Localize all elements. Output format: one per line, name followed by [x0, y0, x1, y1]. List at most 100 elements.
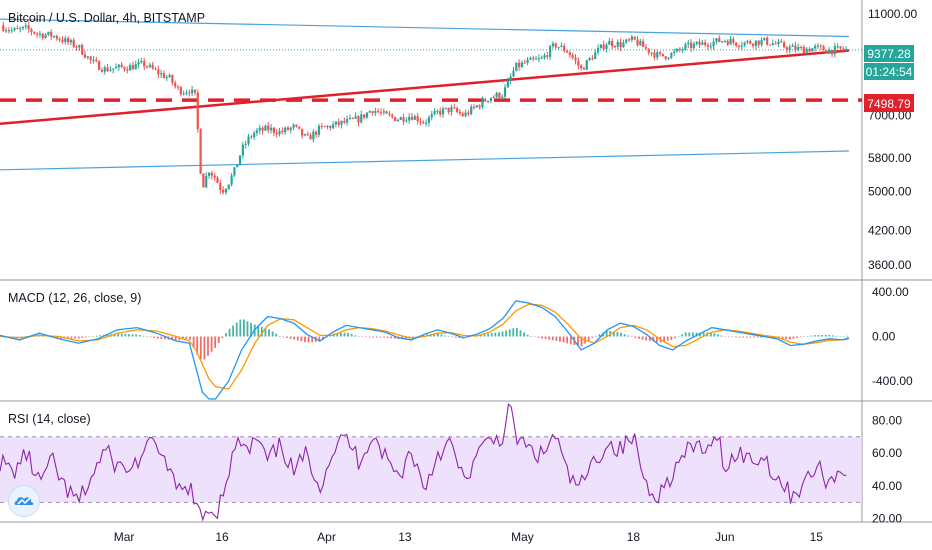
histogram-bar — [803, 336, 806, 337]
candle — [512, 70, 515, 77]
candle — [791, 45, 794, 47]
histogram-bar — [648, 336, 651, 342]
histogram-bar — [243, 319, 245, 337]
candle — [819, 45, 822, 47]
histogram-bar — [379, 336, 382, 338]
histogram-bar — [142, 335, 145, 337]
histogram-bar — [645, 336, 648, 341]
histogram-bar — [770, 336, 773, 338]
histogram-bar — [824, 335, 827, 337]
histogram-bar — [88, 336, 91, 338]
candle — [405, 120, 408, 122]
candle — [704, 42, 707, 46]
candle — [794, 45, 797, 50]
candle — [286, 127, 290, 130]
candle — [591, 58, 594, 60]
candle — [109, 69, 112, 72]
histogram-bar — [393, 336, 396, 339]
candle — [78, 45, 81, 48]
histogram-bar — [181, 336, 184, 340]
candle — [425, 122, 428, 124]
histogram-bar — [271, 331, 274, 337]
candle — [489, 97, 493, 101]
candle — [814, 46, 817, 49]
candle — [408, 116, 411, 121]
candle — [785, 47, 789, 50]
histogram-bar — [174, 336, 177, 341]
candle — [402, 117, 405, 122]
candle — [38, 33, 42, 35]
candle — [546, 55, 549, 57]
candle — [179, 87, 182, 95]
candle — [475, 105, 478, 108]
histogram-bar — [677, 336, 680, 337]
histogram-bar — [756, 336, 759, 338]
candle — [839, 46, 842, 49]
macd-pane[interactable] — [0, 281, 862, 399]
candle — [27, 25, 30, 30]
tradingview-logo[interactable] — [8, 485, 40, 517]
candle — [633, 36, 636, 40]
histogram-bar — [250, 322, 252, 337]
histogram-bar — [454, 336, 457, 338]
histogram-bar — [207, 336, 209, 356]
price-pane[interactable] — [0, 0, 862, 278]
trend-line-channel — [0, 18, 849, 38]
candle — [106, 67, 109, 72]
candle — [35, 33, 39, 35]
histogram-bar — [569, 336, 572, 345]
candle — [763, 37, 766, 40]
histogram-bar — [735, 336, 737, 338]
candle — [244, 143, 247, 145]
macd-title: MACD (12, 26, close, 9) — [8, 291, 141, 305]
histogram-bar — [192, 336, 195, 348]
histogram-bar — [742, 336, 745, 338]
candle — [191, 89, 194, 94]
histogram-bar — [257, 325, 260, 337]
histogram-bar — [681, 334, 683, 337]
candle — [433, 110, 436, 115]
candle — [272, 127, 275, 133]
candle — [582, 68, 586, 70]
histogram-bar — [189, 336, 191, 340]
date-tick-label: Mar — [114, 530, 135, 544]
histogram-bar — [235, 322, 238, 337]
candle — [825, 50, 828, 54]
candle — [61, 39, 64, 42]
candle — [594, 52, 597, 60]
histogram-bar — [634, 336, 637, 338]
candle — [464, 112, 467, 117]
candle — [140, 61, 143, 63]
candle — [233, 167, 236, 176]
candle — [692, 43, 695, 49]
histogram-bar — [508, 329, 511, 337]
histogram-bar — [217, 336, 220, 344]
candle — [4, 30, 8, 32]
histogram-bar — [56, 336, 59, 339]
candle — [255, 130, 259, 133]
candle — [329, 126, 332, 129]
histogram-bar — [135, 334, 138, 337]
histogram-bar — [347, 333, 349, 337]
histogram-bar — [260, 326, 263, 337]
histogram-bar — [630, 336, 633, 338]
candle — [185, 92, 188, 94]
histogram-bar — [781, 336, 784, 339]
candle — [444, 107, 447, 109]
level-price-label: 7498.79 — [867, 97, 911, 111]
candle — [799, 46, 803, 48]
candle — [661, 53, 664, 57]
candle — [771, 43, 774, 46]
histogram-bar — [594, 335, 597, 337]
candle — [89, 56, 92, 60]
histogram-bar — [268, 329, 270, 337]
candle — [362, 114, 366, 118]
histogram-bar — [785, 336, 788, 340]
candle — [72, 40, 75, 47]
histogram-bar — [541, 336, 543, 339]
candle — [50, 31, 53, 37]
price-tick-label: 3600.00 — [868, 258, 912, 272]
histogram-bar — [612, 331, 615, 337]
candle — [560, 45, 563, 47]
candle — [737, 45, 741, 47]
